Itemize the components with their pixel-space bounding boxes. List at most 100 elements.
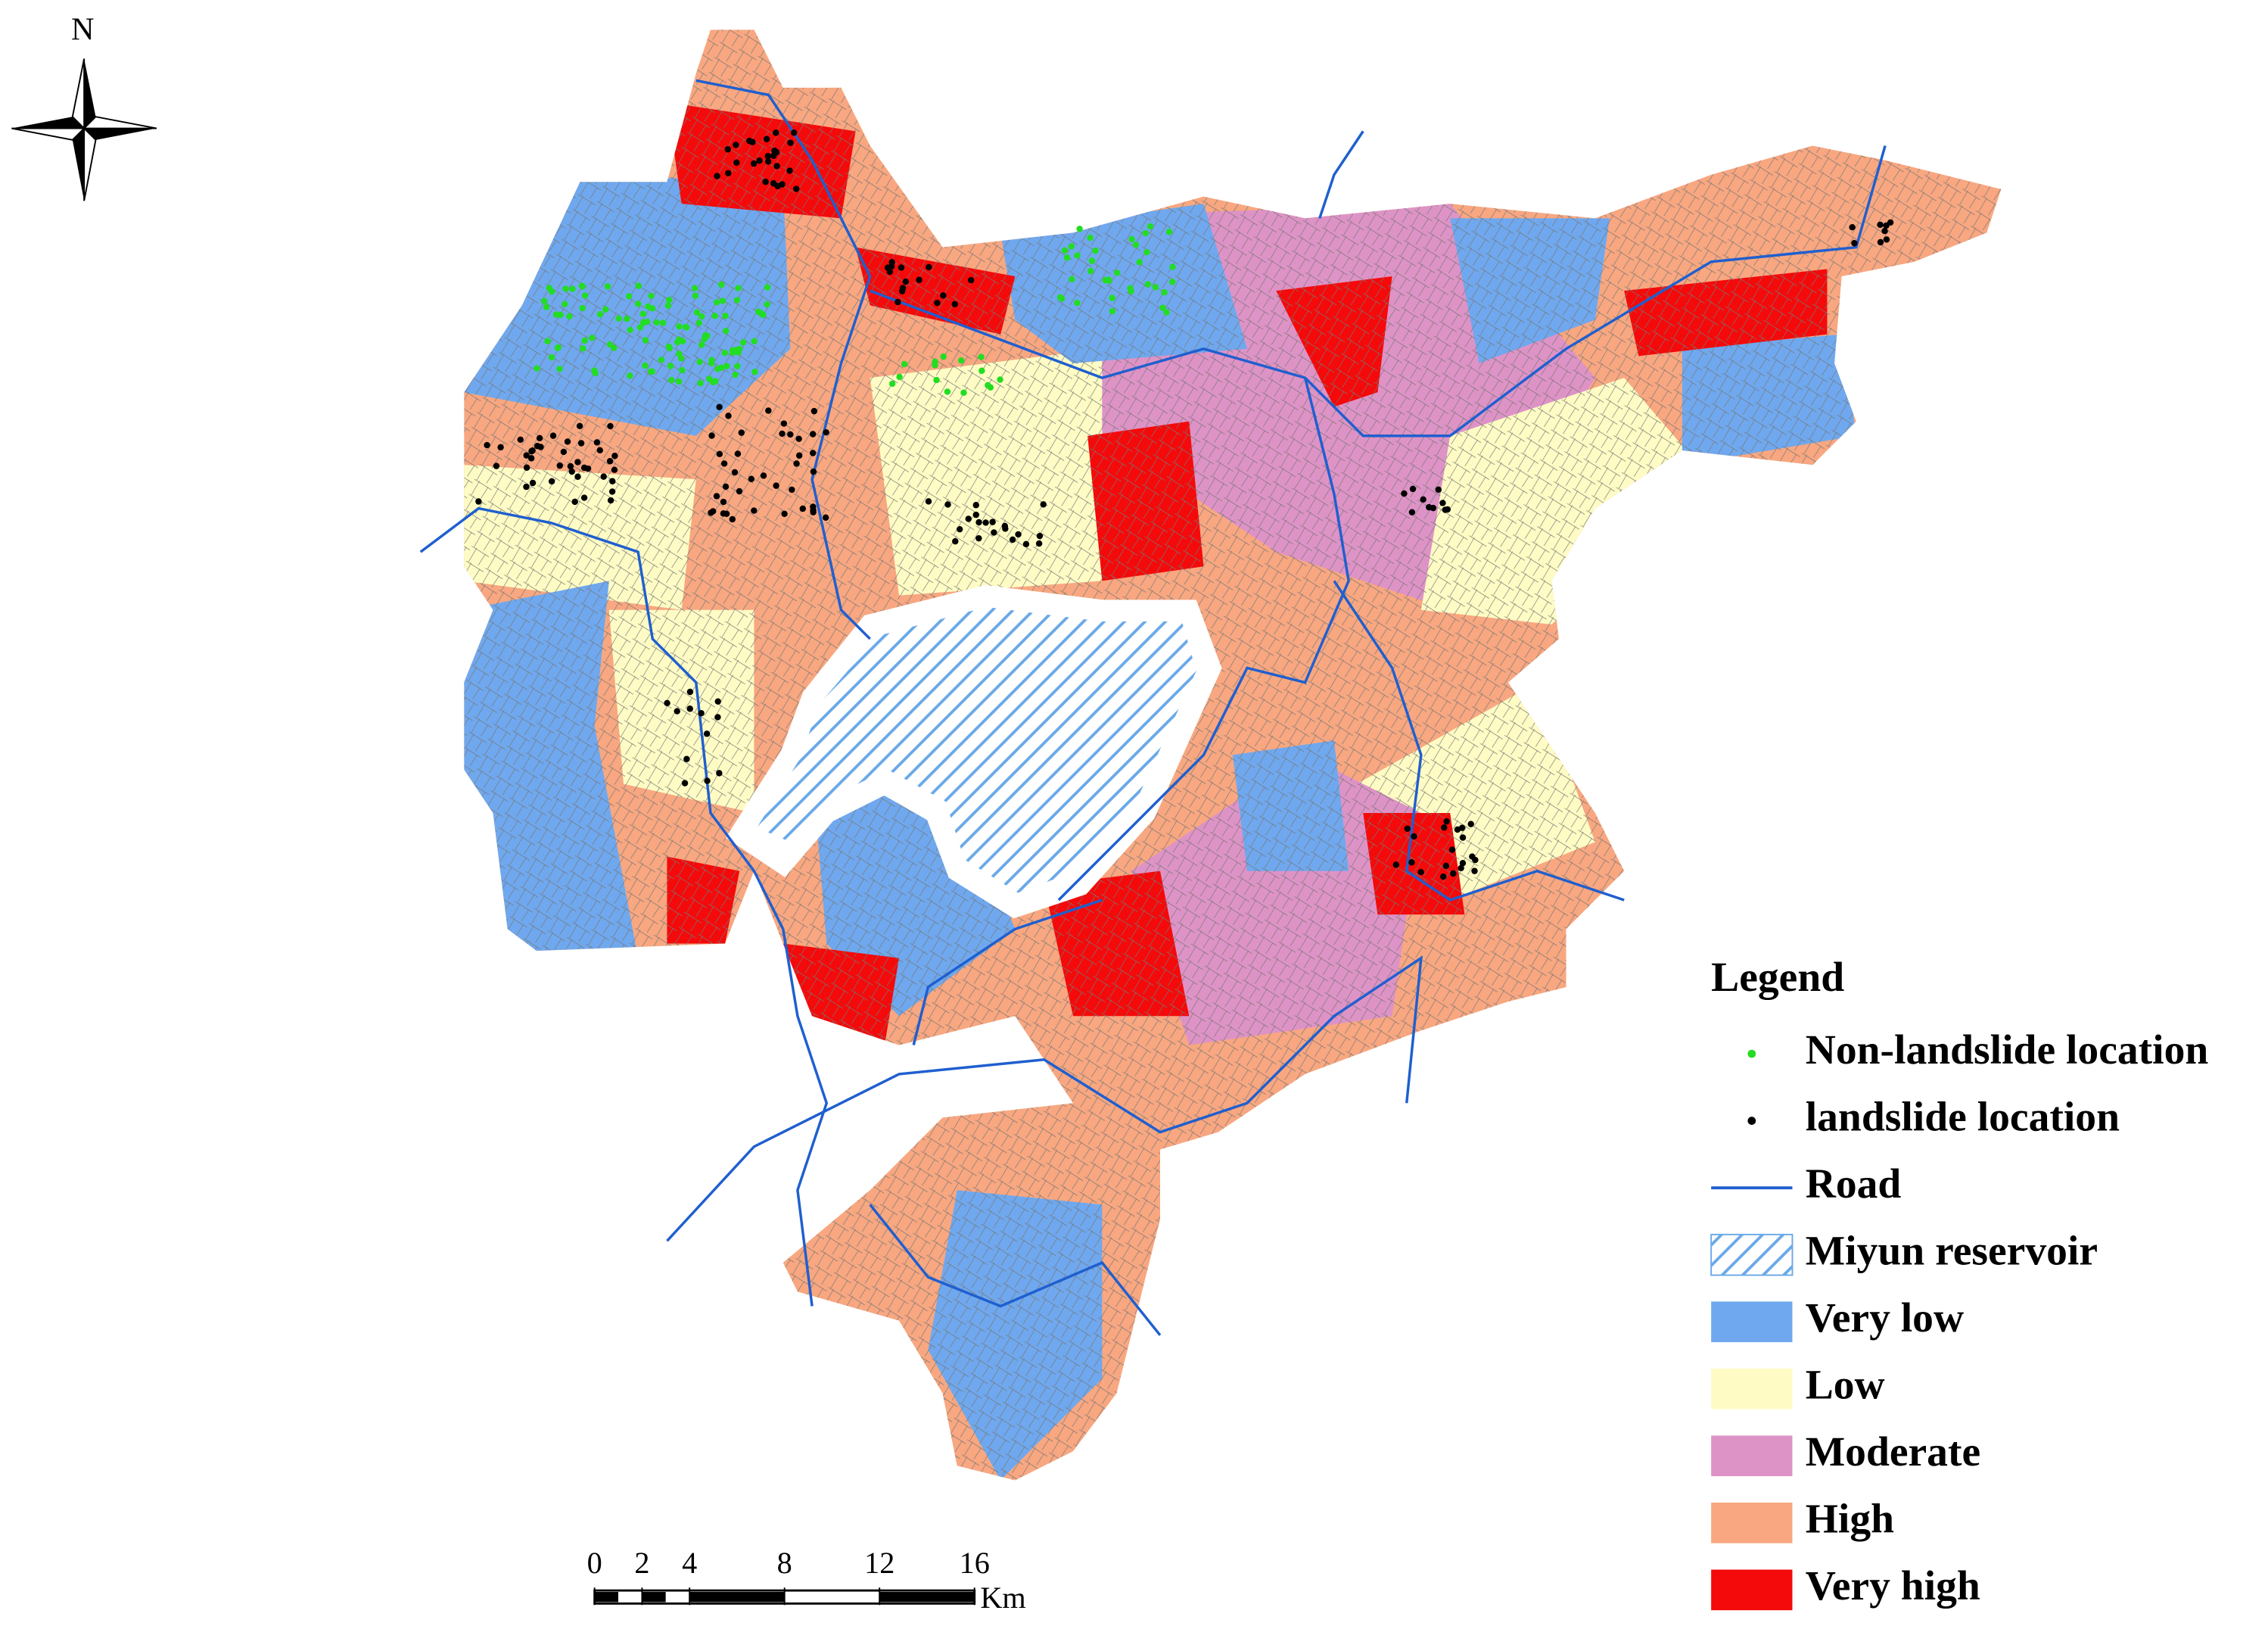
scale-segment (665, 1592, 690, 1603)
landslide-point (686, 706, 693, 712)
non-landslide-point (653, 319, 660, 326)
legend-label: Very high (1806, 1562, 1980, 1609)
non-landslide-point (1092, 248, 1099, 254)
landslide-point (1469, 853, 1476, 860)
landslide-point (1409, 485, 1417, 493)
landslide-point (738, 429, 745, 436)
scale-label: 0 (587, 1546, 602, 1580)
non-landslide-point (544, 338, 551, 344)
landslide-point (714, 698, 721, 705)
landslide-point (534, 443, 541, 450)
landslide-point (576, 422, 583, 430)
landslide-point (713, 493, 720, 500)
landslide-point (940, 292, 947, 299)
landslide-point (795, 452, 803, 459)
landslide-point (714, 714, 721, 721)
non-landslide-point (1068, 243, 1075, 250)
landslide-point (763, 136, 770, 142)
non-landslide-point (540, 297, 548, 304)
landslide-point (1450, 870, 1457, 877)
landslide-point (574, 459, 581, 466)
landslide-point (1883, 236, 1890, 243)
landslide-point (716, 770, 723, 777)
legend-item: Road (1711, 1160, 1901, 1207)
legend-item: High (1711, 1496, 1894, 1543)
landslide-point (951, 301, 958, 308)
non-landslide-point (658, 357, 665, 363)
landslide-point (577, 440, 585, 447)
non-landslide-point (664, 302, 672, 310)
non-landslide-point (534, 365, 540, 372)
non-landslide-point (708, 360, 715, 367)
non-landslide-point (556, 366, 563, 372)
landslide-point (493, 463, 500, 469)
non-landslide-point (549, 288, 555, 295)
non-landslide-point (566, 313, 573, 320)
non-landslide-point (722, 313, 729, 319)
non-landslide-point (1087, 267, 1094, 275)
road (912, 899, 1103, 1046)
non-landslide-point (1144, 281, 1152, 288)
legend-symbol (1711, 1502, 1793, 1543)
non-landslide-point (639, 310, 647, 317)
landslide-point (729, 516, 736, 523)
legend-symbol (1711, 1301, 1793, 1343)
landslide-point (1440, 873, 1447, 880)
legend-item: landslide location (1747, 1093, 2120, 1140)
landslide-point (810, 509, 817, 516)
landslide-point (606, 458, 614, 465)
non-landslide-point (1113, 269, 1121, 276)
landslide-point (886, 268, 894, 276)
scale-unit: Km (980, 1581, 1025, 1615)
landslide-point (1417, 868, 1424, 876)
non-landslide-point (1163, 309, 1170, 316)
road (869, 1204, 1162, 1336)
landslide-point (611, 453, 618, 459)
non-landslide-point (888, 380, 896, 388)
non-landslide-point (760, 311, 767, 319)
landslide-point (1442, 862, 1450, 870)
non-landslide-point (691, 285, 698, 291)
non-landslide-point (627, 372, 633, 379)
non-landslide-point (554, 344, 562, 351)
landslide-point (584, 465, 592, 472)
non-landslide-point (1159, 304, 1166, 311)
landslide-point (773, 148, 780, 156)
landslide-point (1443, 818, 1450, 825)
landslide-point (787, 431, 794, 438)
legend: Non-landslide location landslide location… (1710, 1026, 2209, 1611)
landslide-point (608, 488, 616, 495)
non-landslide-point (764, 284, 771, 291)
non-landslide-point (692, 292, 699, 299)
landslide-point (779, 181, 786, 188)
landslide-point (574, 473, 581, 480)
legend-label: Non-landslide location (1806, 1026, 2209, 1073)
landslide-point (497, 444, 504, 451)
landslide-point (779, 430, 786, 438)
legend-symbol (1711, 1569, 1793, 1611)
locations (475, 129, 1894, 880)
landslide-point (787, 139, 794, 146)
non-landslide-point (1169, 263, 1176, 270)
legend-label: High (1806, 1496, 1894, 1543)
non-landslide-point (543, 304, 550, 310)
legend-symbol (1711, 1435, 1793, 1477)
landslide-point (1392, 861, 1400, 868)
landslide-point (751, 507, 758, 514)
landslide-point (926, 263, 932, 271)
landslide-point (756, 157, 763, 164)
non-landslide-point (733, 297, 741, 304)
landslide-point (810, 407, 818, 415)
legend-item: Moderate (1711, 1428, 1980, 1477)
non-landslide-point (1109, 294, 1115, 301)
non-landslide-point (548, 354, 555, 361)
landslide-point (720, 460, 728, 467)
legend-item: Low (1711, 1361, 1885, 1410)
landslide-point (523, 483, 530, 491)
landslide-point (596, 447, 603, 454)
road (1318, 130, 1364, 219)
landslide-point (1408, 859, 1415, 866)
landslide-point (1009, 536, 1016, 544)
landslide-point (1035, 540, 1043, 547)
non-landslide-point (960, 389, 967, 396)
